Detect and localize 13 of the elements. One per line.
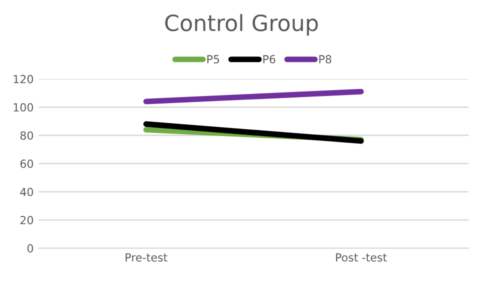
legend-label: P5 [207, 55, 220, 64]
y-tick-label: 40 [20, 188, 34, 196]
y-tick-label: 20 [20, 216, 34, 224]
x-tick-label: Post -test [336, 253, 387, 262]
y-tick-label: 0 [27, 244, 34, 253]
y-tick-label: 60 [20, 160, 34, 168]
legend-label: P6 [263, 55, 276, 64]
y-tick-label: 80 [20, 131, 34, 140]
chart-title: Control Group [165, 14, 318, 36]
x-tick-label: Pre-test [126, 253, 168, 262]
y-tick-label: 120 [14, 74, 34, 84]
legend-label: P8 [319, 55, 332, 64]
y-tick-label: 100 [14, 103, 34, 112]
